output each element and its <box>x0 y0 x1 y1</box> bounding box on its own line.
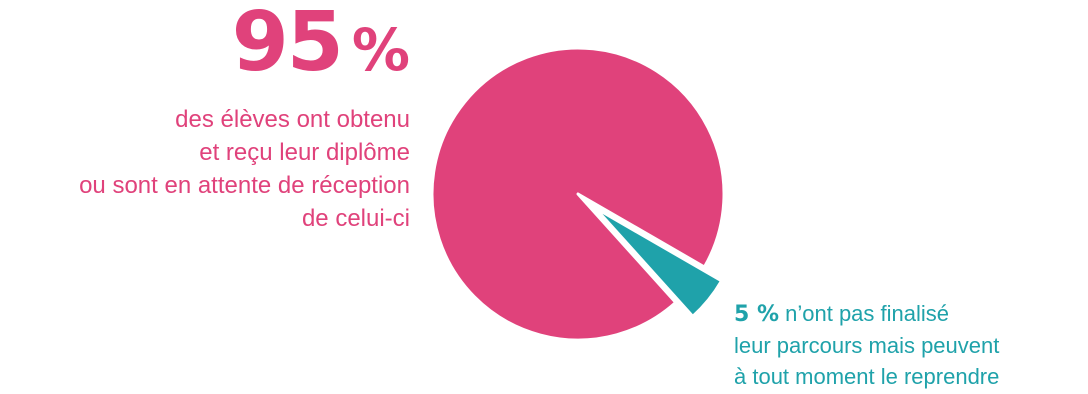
pie-slice-95 <box>430 46 726 342</box>
main-stat-line: de celui-ci <box>301 205 410 232</box>
main-stat-line: des élèves ont obtenu <box>175 106 410 133</box>
secondary-percentage: 5 % <box>734 302 780 327</box>
main-stat-line: et reçu leur diplôme <box>199 139 410 166</box>
main-stat-line: ou sont en attente de réception <box>79 172 410 199</box>
secondary-stat-text: n’ont pas finalisé <box>779 301 950 326</box>
secondary-stat-line: leur parcours mais peuvent <box>734 333 1000 358</box>
main-stat-description: des élèves ont obtenu et reçu leur diplô… <box>0 103 410 235</box>
secondary-stat-line: à tout moment le reprendre <box>734 364 1000 389</box>
main-percentage: 95% <box>232 2 410 84</box>
secondary-stat-line: 5 % n’ont pas finalisé <box>734 298 999 330</box>
secondary-stat-block: 5 % n’ont pas finalisé leur parcours mai… <box>734 298 999 392</box>
main-percentage-sign: % <box>351 16 410 84</box>
main-percentage-number: 95 <box>231 0 344 90</box>
pie-slice-5 <box>593 206 724 318</box>
